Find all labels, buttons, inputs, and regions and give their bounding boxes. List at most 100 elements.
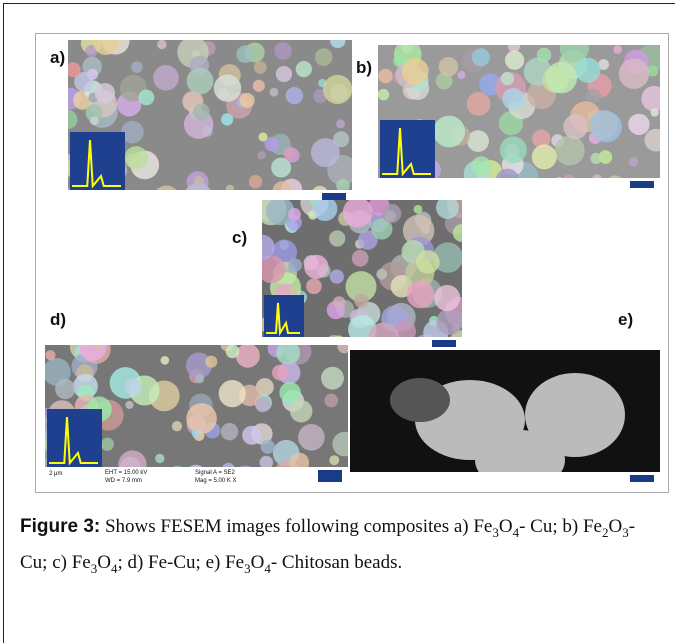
shape — [290, 400, 312, 422]
shape — [644, 129, 660, 152]
shape — [160, 356, 169, 365]
shape — [289, 286, 298, 295]
shape — [193, 176, 204, 187]
shape — [153, 65, 179, 91]
shape — [95, 83, 115, 103]
shape — [193, 103, 210, 120]
shape — [187, 68, 214, 95]
shape — [286, 87, 303, 104]
sem-image — [378, 45, 660, 191]
shape — [336, 119, 345, 128]
shape — [330, 269, 344, 283]
texture — [262, 200, 462, 350]
texture — [68, 40, 352, 203]
shape — [324, 394, 338, 408]
caption-run: O — [608, 516, 622, 537]
shape — [315, 48, 333, 66]
shape — [329, 455, 339, 465]
shape — [249, 175, 263, 189]
shape — [276, 66, 292, 82]
caption-text: Shows FESEM images following composites … — [20, 516, 635, 573]
sem-image: 2 μmEHT = 15.00 kVWD = 7.9 mmSignal A = … — [45, 345, 348, 485]
shape — [306, 278, 322, 294]
shape — [457, 71, 465, 79]
shape — [472, 48, 490, 66]
shape — [378, 178, 660, 191]
shape — [532, 144, 557, 169]
page: Figure 3: Shows FESEM images following c… — [0, 0, 675, 603]
caption-run: - Chitosan beads. — [271, 552, 402, 573]
shape — [264, 295, 304, 337]
shape — [125, 146, 148, 169]
caption-run: ; d) Fe-Cu; e) Fe — [117, 552, 244, 573]
shape — [298, 424, 325, 451]
shape — [575, 58, 600, 83]
info-text: 2 μm — [49, 471, 62, 477]
shape — [45, 350, 55, 360]
shape — [502, 88, 524, 110]
shape — [378, 69, 393, 84]
shape — [390, 378, 450, 422]
shape — [283, 147, 296, 160]
shape — [205, 356, 217, 368]
texture — [378, 45, 660, 191]
caption-run: Shows FESEM images following composites … — [100, 516, 492, 537]
shape — [239, 93, 254, 108]
shape — [254, 61, 267, 74]
caption-run: O — [97, 552, 111, 573]
shape — [236, 45, 254, 63]
shape — [650, 108, 658, 116]
shape — [555, 135, 585, 165]
sem-image — [262, 200, 462, 350]
shape — [214, 74, 241, 101]
caption-run: O — [499, 516, 513, 537]
shape — [501, 72, 514, 85]
shape — [467, 92, 491, 116]
shape — [619, 59, 649, 89]
shape — [641, 86, 660, 111]
shape — [255, 397, 270, 412]
shape — [318, 470, 342, 482]
shape — [101, 438, 114, 451]
shape — [321, 367, 344, 390]
caption: Figure 3: Shows FESEM images following c… — [20, 512, 660, 584]
sem-image — [68, 40, 352, 203]
caption-run: O — [251, 552, 265, 573]
shape — [90, 116, 99, 125]
panel-label: e) — [618, 310, 633, 330]
shape — [378, 89, 389, 100]
shape — [436, 308, 462, 335]
shape — [195, 374, 204, 383]
shape — [354, 294, 368, 308]
shape — [628, 114, 649, 135]
shape — [155, 454, 164, 463]
shape — [131, 61, 143, 73]
shape — [352, 250, 369, 267]
shape — [407, 281, 435, 309]
shape — [304, 255, 328, 279]
shape — [261, 440, 275, 454]
shape — [350, 472, 660, 485]
shape — [322, 193, 346, 200]
shape — [139, 90, 155, 106]
shape — [563, 114, 588, 139]
shape — [257, 151, 265, 159]
info-text: WD = 7.9 mm — [105, 478, 142, 484]
shape — [376, 269, 387, 280]
shape — [272, 365, 288, 381]
shape — [586, 89, 601, 104]
shape — [296, 61, 312, 77]
shape — [68, 110, 78, 129]
shape — [55, 379, 75, 399]
shape — [332, 432, 348, 457]
shape — [433, 116, 465, 148]
info-text: Mag = 5.00 K X — [195, 478, 237, 484]
shape — [500, 136, 527, 163]
shape — [270, 88, 279, 97]
shape — [125, 401, 133, 409]
shape — [323, 75, 352, 104]
shape — [439, 57, 458, 76]
sem-image — [350, 350, 660, 485]
shape — [192, 429, 201, 438]
